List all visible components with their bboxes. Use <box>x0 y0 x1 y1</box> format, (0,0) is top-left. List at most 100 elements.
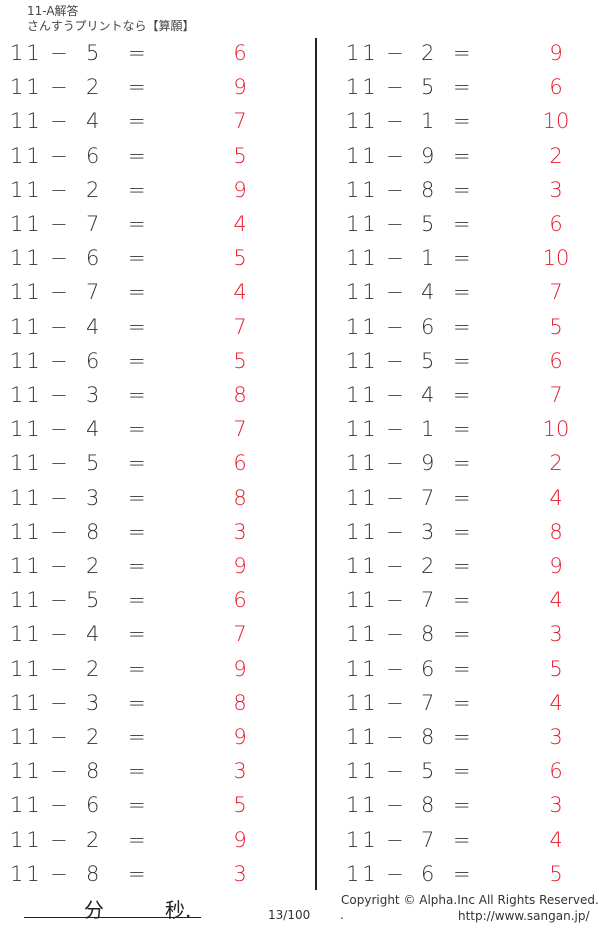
minuend: 11 <box>10 417 43 442</box>
subtrahend: 2 <box>86 827 100 852</box>
answer: 4 <box>233 280 247 305</box>
answer: 6 <box>233 451 247 476</box>
problem-row: 11−4 = 7 <box>0 106 600 136</box>
minuend: 11 <box>346 75 379 100</box>
equals: = <box>128 759 146 784</box>
operator: − <box>50 725 68 749</box>
operator: − <box>386 519 404 544</box>
operator: − <box>386 451 404 476</box>
problem-row: 11−9 = 2 <box>0 448 600 478</box>
equals: = <box>128 41 146 65</box>
operator: − <box>386 485 404 510</box>
operator: − <box>386 588 404 613</box>
equals: = <box>128 143 146 168</box>
minuend: 11 <box>346 759 379 784</box>
equals: = <box>453 417 471 442</box>
operator: − <box>386 690 404 715</box>
equals: = <box>453 348 471 373</box>
problem-row: 11−1 = 10 <box>0 414 600 444</box>
minutes-label: 分 <box>84 898 104 922</box>
operator: − <box>50 383 68 407</box>
answer: 2 <box>549 451 563 476</box>
problem-row: 11−5 = 6 <box>0 448 600 478</box>
subtrahend: 5 <box>86 41 100 65</box>
minuend: 11 <box>346 451 379 476</box>
subtrahend: 6 <box>421 656 435 681</box>
problem-row: 11−7 = 4 <box>0 209 600 239</box>
operator: − <box>386 314 404 339</box>
minuend: 11 <box>10 861 43 886</box>
operator: − <box>50 485 68 510</box>
answer: 3 <box>233 861 247 886</box>
equals: = <box>453 588 471 613</box>
operator: − <box>386 793 404 818</box>
answer: 6 <box>549 75 563 100</box>
answer: 7 <box>233 622 247 647</box>
problem-row: 11−7 = 4 <box>0 585 600 615</box>
operator: − <box>386 75 404 100</box>
seconds-label: 秒. <box>165 898 192 922</box>
problem-row: 11−2 = 9 <box>0 722 600 752</box>
minuend: 11 <box>346 519 379 544</box>
problem-row: 11−5 = 6 <box>0 756 600 786</box>
subtrahend: 6 <box>86 348 100 373</box>
equals: = <box>128 554 146 578</box>
equals: = <box>128 348 146 373</box>
problem-row: 11−3 = 8 <box>0 483 600 513</box>
operator: − <box>386 554 404 578</box>
operator: − <box>386 109 404 134</box>
subtrahend: 6 <box>86 143 100 168</box>
answer: 7 <box>549 280 563 305</box>
problem-row: 11−4 = 7 <box>0 277 600 307</box>
subtrahend: 2 <box>86 75 100 100</box>
subtrahend: 7 <box>421 485 435 510</box>
equals: = <box>128 485 146 510</box>
problem-row: 11−3 = 8 <box>0 688 600 718</box>
operator: − <box>50 348 68 373</box>
equals: = <box>128 383 146 407</box>
subtrahend: 7 <box>421 588 435 613</box>
site-url[interactable]: http://www.sangan.jp/ <box>458 909 590 923</box>
answer: 5 <box>233 348 247 373</box>
minuend: 11 <box>10 212 43 236</box>
subtrahend: 8 <box>86 861 100 886</box>
answer: 9 <box>549 41 563 65</box>
equals: = <box>128 588 146 613</box>
operator: − <box>386 280 404 305</box>
equals: = <box>128 177 146 202</box>
operator: − <box>386 383 404 407</box>
equals: = <box>453 280 471 305</box>
problem-row: 11−3 = 8 <box>0 380 600 410</box>
subtrahend: 8 <box>421 177 435 202</box>
operator: − <box>386 417 404 442</box>
equals: = <box>128 75 146 100</box>
subtrahend: 5 <box>421 759 435 784</box>
minuend: 11 <box>346 383 379 407</box>
problem-row: 11−2 = 9 <box>0 825 600 855</box>
equals: = <box>128 109 146 134</box>
operator: − <box>50 314 68 339</box>
column-divider <box>315 38 317 890</box>
minuend: 11 <box>10 725 43 749</box>
operator: − <box>50 177 68 202</box>
subtrahend: 6 <box>86 246 100 271</box>
subtrahend: 8 <box>86 759 100 784</box>
minuend: 11 <box>346 656 379 681</box>
equals: = <box>128 280 146 305</box>
problem-row: 11−2 = 9 <box>0 72 600 102</box>
problem-row: 11−6 = 5 <box>0 790 600 820</box>
answer: 6 <box>549 759 563 784</box>
problem-row: 11−8 = 3 <box>0 175 600 205</box>
equals: = <box>453 656 471 681</box>
answer: 10 <box>542 109 570 134</box>
subtrahend: 8 <box>421 622 435 647</box>
subtrahend: 2 <box>421 554 435 578</box>
answer: 8 <box>549 519 563 544</box>
operator: − <box>50 417 68 442</box>
subtrahend: 4 <box>86 622 100 647</box>
subtrahend: 5 <box>86 451 100 476</box>
answer: 9 <box>233 725 247 749</box>
minuend: 11 <box>346 690 379 715</box>
subtrahend: 4 <box>421 383 435 407</box>
equals: = <box>128 827 146 852</box>
